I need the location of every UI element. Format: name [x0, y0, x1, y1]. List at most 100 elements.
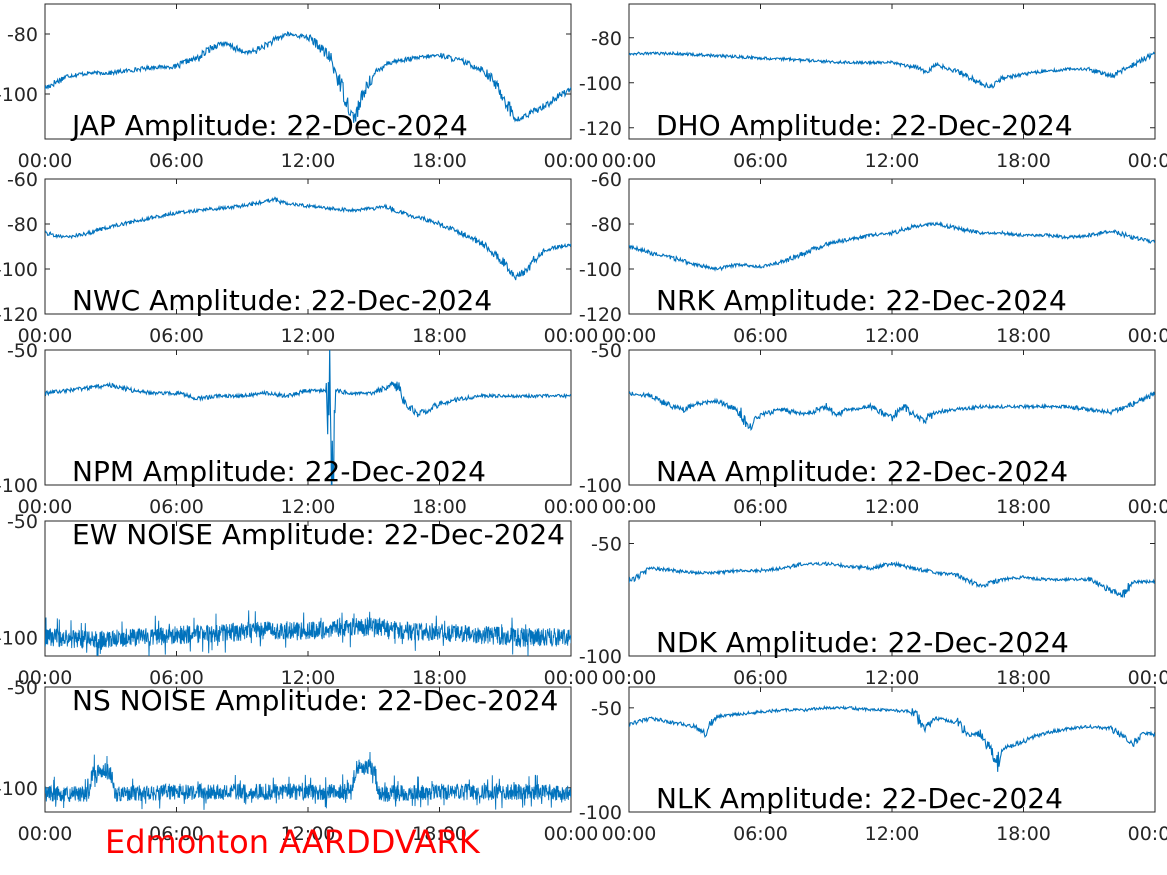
- series-line: [45, 31, 571, 123]
- series-line: [629, 391, 1155, 432]
- x-tick-label: 00:00: [1128, 823, 1167, 845]
- y-tick-label: -100: [579, 73, 622, 95]
- chart-panel: 00:00 06:00 12:00 18:00 00:00 -50 -100 EW NOISE…: [0, 511, 598, 689]
- x-tick-label: 06:00: [149, 667, 204, 689]
- x-tick-label: 12:00: [865, 496, 920, 518]
- chart-panel: 00:00 06:00 12:00 18:00 00:00 -80 -100 JAP Ampl…: [0, 3, 599, 172]
- plot-frame: [44, 349, 572, 486]
- station-label: Edmonton AARDDVARK: [105, 823, 481, 861]
- x-tick-label: 18:00: [996, 150, 1051, 172]
- panel-title: JAP Amplitude: 22-Dec-2024: [70, 109, 468, 142]
- chart-panel: 00:00 06:00 12:00 18:00 00:00 -80 -100 -120 DHO …: [579, 3, 1167, 172]
- y-tick-label: -50: [591, 698, 622, 720]
- panel-title: DHO Amplitude: 22-Dec-2024: [656, 109, 1073, 142]
- x-tick-label: 00:00: [18, 325, 73, 347]
- x-tick-label: 06:00: [149, 325, 204, 347]
- x-tick-label: 12:00: [281, 150, 336, 172]
- x-tick-label: 06:00: [733, 823, 788, 845]
- x-tick-label: 00:00: [602, 325, 657, 347]
- x-tick-label: 12:00: [865, 325, 920, 347]
- x-tick-label: 00:00: [18, 496, 73, 518]
- x-tick-label: 00:00: [544, 325, 599, 347]
- x-tick-label: 18:00: [412, 325, 467, 347]
- y-tick-label: -120: [0, 304, 38, 326]
- y-tick-label: -50: [591, 340, 622, 362]
- panel-title: NAA Amplitude: 22-Dec-2024: [656, 455, 1068, 488]
- x-tick-label: 00:00: [18, 667, 73, 689]
- x-tick-label: 12:00: [281, 823, 336, 845]
- x-tick-label: 12:00: [281, 496, 336, 518]
- y-tick-label: -50: [7, 340, 38, 362]
- x-tick-label: 12:00: [281, 667, 336, 689]
- series-line: [629, 560, 1155, 598]
- y-tick-label: -120: [579, 304, 622, 326]
- y-tick-label: -80: [7, 24, 38, 46]
- x-tick-label: 18:00: [996, 667, 1051, 689]
- series-line: [45, 610, 571, 656]
- y-tick-label: -120: [579, 118, 622, 140]
- x-tick-label: 06:00: [733, 496, 788, 518]
- series-line: [629, 221, 1155, 272]
- y-tick-label: -100: [0, 627, 38, 649]
- chart-panel: 00:00 06:00 12:00 18:00 00:00 -50 -100 NS NOISE…: [0, 677, 598, 845]
- y-tick-label: -50: [7, 677, 38, 699]
- panel-title: NLK Amplitude: 22-Dec-2024: [656, 782, 1063, 815]
- y-tick-label: -80: [7, 214, 38, 236]
- x-tick-label: 06:00: [149, 823, 204, 845]
- panel-title: EW NOISE Amplitude: 22-Dec-2024: [72, 518, 565, 551]
- y-tick-label: -100: [579, 802, 622, 824]
- x-tick-label: 00:00: [544, 150, 599, 172]
- x-tick-label: 06:00: [733, 150, 788, 172]
- x-tick-label: 00:00: [544, 823, 599, 845]
- y-tick-label: -100: [0, 475, 38, 497]
- y-tick-label: -80: [591, 28, 622, 50]
- x-tick-label: 18:00: [412, 823, 467, 845]
- chart-panel: 00:00 06:00 12:00 18:00 00:00 -50 -100 NLK Ampl…: [579, 686, 1167, 845]
- x-tick-label: 12:00: [281, 325, 336, 347]
- x-tick-label: 00:00: [602, 496, 657, 518]
- x-tick-label: 18:00: [412, 496, 467, 518]
- x-tick-label: 00:00: [18, 823, 73, 845]
- x-tick-label: 00:00: [1128, 496, 1167, 518]
- x-tick-label: 06:00: [149, 496, 204, 518]
- y-tick-label: -100: [0, 259, 38, 281]
- y-tick-label: -80: [591, 214, 622, 236]
- series-line: [45, 350, 571, 485]
- plot-frame: [628, 178, 1156, 315]
- series-line: [629, 704, 1155, 772]
- x-tick-label: 12:00: [865, 667, 920, 689]
- x-tick-label: 00:00: [544, 667, 599, 689]
- chart-panel: 00:00 06:00 12:00 18:00 00:00 -60 -80 -100 -120 N…: [579, 169, 1167, 347]
- y-tick-label: -60: [7, 169, 38, 191]
- x-tick-label: 00:00: [602, 667, 657, 689]
- y-tick-label: -100: [0, 84, 38, 106]
- panel-title: NDK Amplitude: 22-Dec-2024: [656, 626, 1069, 659]
- x-tick-label: 18:00: [412, 150, 467, 172]
- y-tick-label: -100: [579, 259, 622, 281]
- y-tick-label: -50: [591, 534, 622, 556]
- series-line: [45, 196, 571, 281]
- x-tick-label: 12:00: [865, 150, 920, 172]
- x-tick-label: 00:00: [18, 150, 73, 172]
- x-tick-label: 06:00: [733, 325, 788, 347]
- x-tick-label: 00:00: [544, 496, 599, 518]
- y-tick-label: -50: [7, 511, 38, 533]
- x-tick-label: 00:00: [1128, 667, 1167, 689]
- series-line: [45, 751, 571, 810]
- panel-title: NWC Amplitude: 22-Dec-2024: [72, 284, 492, 317]
- chart-panel: 00:00 06:00 12:00 18:00 00:00 -50 -100 NAA Ampl…: [579, 340, 1167, 518]
- chart-panel: 00:00 06:00 12:00 18:00 00:00 -50 -100 NPM Ampl…: [0, 340, 599, 518]
- chart-panel: 00:00 06:00 12:00 18:00 00:00 -60 -80 -100 -120 N…: [0, 169, 598, 347]
- x-tick-label: 18:00: [996, 823, 1051, 845]
- panel-title: NRK Amplitude: 22-Dec-2024: [656, 284, 1067, 317]
- x-tick-label: 06:00: [149, 150, 204, 172]
- y-tick-label: -100: [579, 646, 622, 668]
- x-tick-label: 06:00: [733, 667, 788, 689]
- series-line: [629, 50, 1155, 89]
- x-tick-label: 00:00: [602, 150, 657, 172]
- x-tick-label: 00:00: [1128, 150, 1167, 172]
- x-tick-label: 12:00: [865, 823, 920, 845]
- y-tick-label: -100: [0, 778, 38, 800]
- panel-title: NPM Amplitude: 22-Dec-2024: [72, 455, 486, 488]
